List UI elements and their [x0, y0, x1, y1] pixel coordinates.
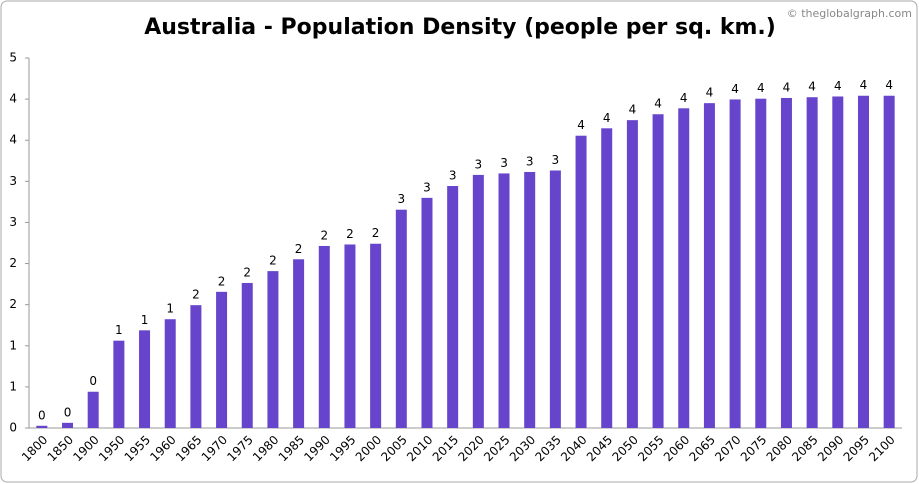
- bar: [780, 97, 792, 429]
- bar: [318, 245, 330, 428]
- y-tick-label: 5: [9, 51, 17, 65]
- value-label: 0: [64, 405, 72, 419]
- value-label: 2: [192, 288, 200, 302]
- value-label: 2: [243, 265, 251, 279]
- y-tick-label: 0: [9, 421, 17, 435]
- bar: [703, 103, 715, 428]
- value-label: 4: [808, 80, 816, 94]
- value-label: 1: [141, 313, 149, 327]
- value-label: 4: [680, 91, 688, 105]
- value-label: 3: [500, 156, 508, 170]
- bar: [421, 197, 433, 428]
- bar: [498, 173, 510, 428]
- bar: [216, 291, 228, 428]
- value-label: 1: [115, 323, 123, 337]
- bar: [575, 135, 587, 428]
- value-label: 4: [577, 118, 585, 132]
- watermark: © theglobalgraph.com: [787, 7, 912, 20]
- bar: [395, 209, 407, 428]
- value-label: 2: [320, 228, 328, 242]
- bar: [139, 330, 151, 428]
- bar: [857, 95, 869, 429]
- value-label: 4: [885, 78, 893, 92]
- bar: [164, 319, 176, 428]
- bar: [36, 425, 48, 428]
- y-tick-label: 2: [9, 256, 17, 270]
- value-label: 4: [731, 82, 739, 96]
- value-label: 0: [89, 374, 97, 388]
- value-label: 2: [295, 242, 303, 256]
- bar: [87, 391, 99, 428]
- value-label: 0: [38, 408, 46, 422]
- bar: [62, 422, 74, 428]
- value-label: 1: [166, 302, 174, 316]
- y-tick-label: 2: [9, 297, 17, 311]
- bar: [267, 271, 279, 428]
- y-tick-label: 1: [9, 338, 17, 352]
- bar: [113, 340, 125, 428]
- y-tick-label: 3: [9, 215, 17, 229]
- bar: [883, 95, 895, 429]
- bar: [370, 243, 382, 428]
- bar: [806, 97, 818, 428]
- value-label: 2: [218, 274, 226, 288]
- value-label: 3: [552, 153, 560, 167]
- bar: [524, 171, 536, 428]
- value-label: 4: [860, 78, 868, 92]
- bar: [190, 305, 202, 428]
- bar: [652, 114, 664, 429]
- value-label: 4: [654, 97, 662, 111]
- y-tick-label: 3: [9, 174, 17, 188]
- y-tick-label: 4: [9, 133, 17, 147]
- value-label: 3: [423, 180, 431, 194]
- bar: [549, 170, 561, 429]
- bar: [344, 244, 356, 428]
- y-tick-label: 4: [9, 92, 17, 106]
- bar: [729, 99, 741, 428]
- bar: [601, 128, 613, 429]
- value-label: 3: [475, 157, 483, 171]
- value-label: 4: [834, 79, 842, 93]
- value-label: 2: [346, 227, 354, 241]
- bar: [755, 98, 767, 428]
- bar: [678, 108, 690, 428]
- bar: [472, 174, 484, 428]
- value-label: 3: [526, 154, 534, 168]
- value-label: 4: [629, 103, 637, 117]
- value-label: 2: [372, 226, 380, 240]
- bar: [241, 282, 253, 428]
- y-tick-label: 1: [9, 379, 17, 393]
- value-label: 4: [706, 86, 714, 100]
- chart-title: Australia - Population Density (people p…: [144, 15, 776, 40]
- bar: [293, 259, 305, 428]
- bar: [626, 120, 638, 428]
- value-label: 4: [603, 111, 611, 125]
- bar: [447, 186, 459, 428]
- value-label: 3: [397, 192, 405, 206]
- bar: [832, 96, 844, 428]
- value-label: 4: [757, 81, 765, 95]
- value-label: 4: [783, 80, 791, 94]
- value-label: 2: [269, 254, 277, 268]
- value-label: 3: [449, 169, 457, 183]
